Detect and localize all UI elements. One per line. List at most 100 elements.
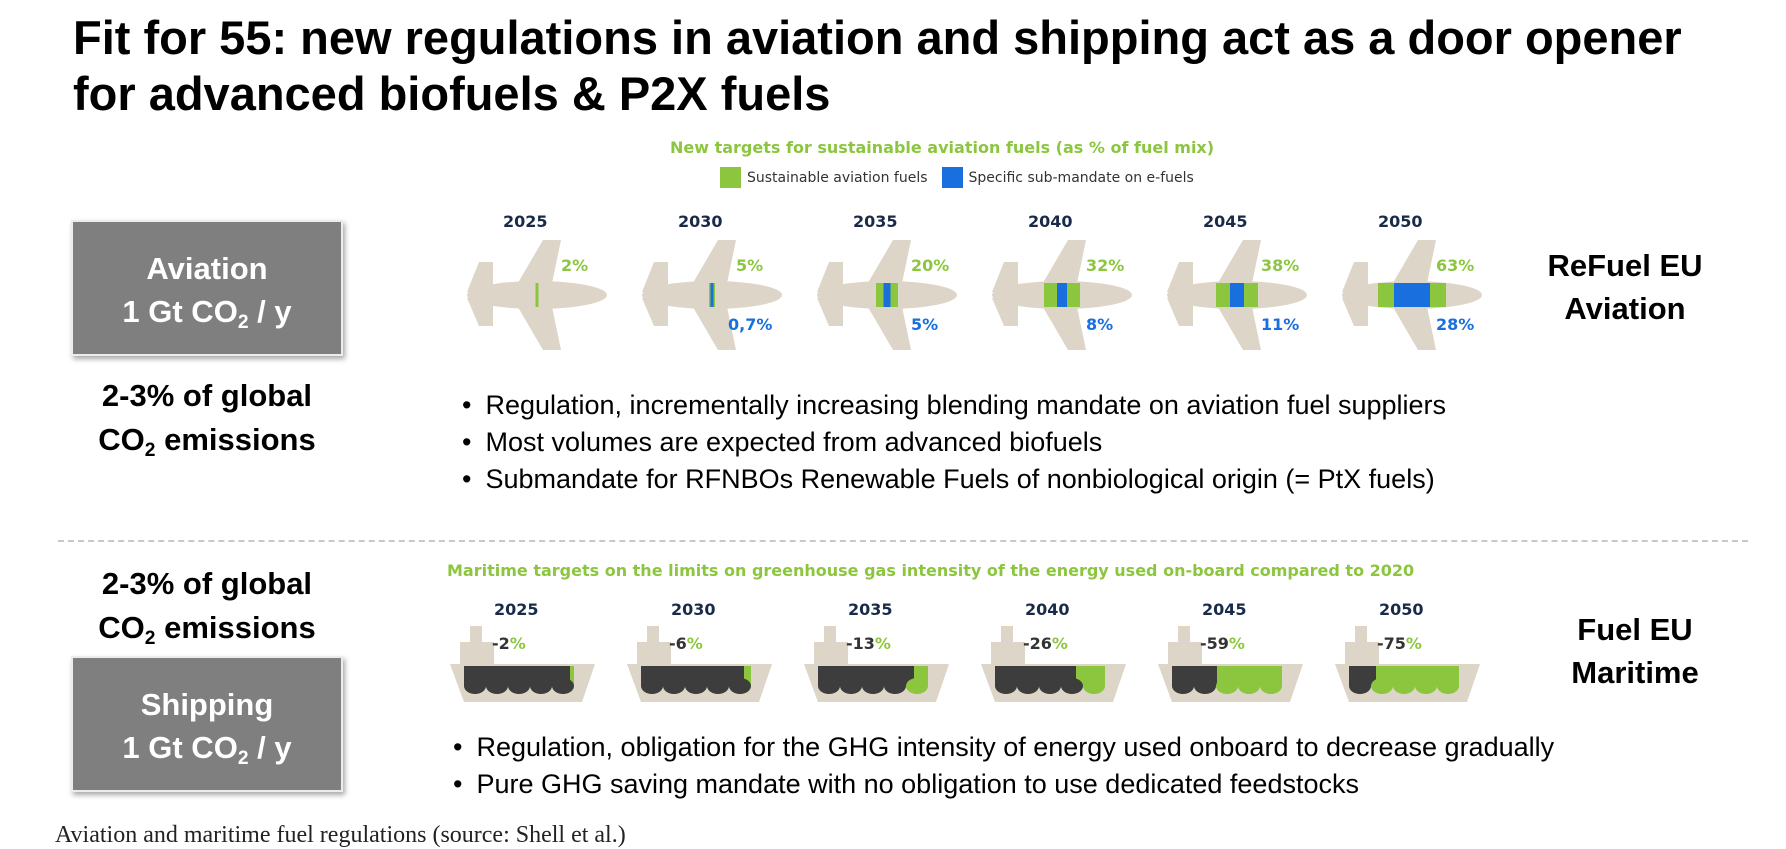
hull-wave — [530, 678, 552, 694]
airplane-icon — [642, 240, 782, 350]
section-divider — [58, 540, 1748, 542]
efuel-percent: 5% — [911, 315, 939, 334]
saf-percent: 5% — [736, 256, 764, 275]
maritime-target-2040: 2040 -26% — [981, 596, 1141, 708]
aviation-share-stat: 2-3% of global CO2 emissions — [57, 374, 357, 462]
reduction-percent: -59% — [1200, 634, 1245, 653]
legend-green-label: Sustainable aviation fuels — [747, 169, 928, 186]
maritime-chart-title: Maritime targets on the limits on greenh… — [447, 561, 1415, 580]
year-label: 2030 — [678, 212, 723, 231]
shipping-box-label: Shipping — [140, 687, 274, 722]
hull-wave — [729, 678, 751, 694]
airplane-icon — [1342, 240, 1482, 350]
year-label: 2050 — [1379, 600, 1424, 619]
ship-icon — [804, 626, 949, 702]
hull-wave — [1017, 678, 1039, 694]
hull-wave — [641, 678, 663, 694]
maritime-target-2025: 2025 -2% — [450, 596, 610, 708]
hull-wave — [1260, 678, 1282, 694]
legend-blue-swatch — [941, 167, 963, 188]
year-label: 2030 — [671, 600, 716, 619]
hull-wave — [552, 678, 574, 694]
hull-wave — [464, 678, 486, 694]
hull-wave — [1039, 678, 1061, 694]
airplane-icon — [467, 240, 607, 350]
hull-wave — [1216, 678, 1238, 694]
year-label: 2025 — [494, 600, 539, 619]
year-label: 2035 — [853, 212, 898, 231]
year-label: 2045 — [1202, 600, 1247, 619]
aviation-target-2040: 2040 32% 8% — [990, 210, 1160, 355]
hull-wave — [818, 678, 840, 694]
efuel-percent: 11% — [1261, 315, 1300, 334]
aviation-target-2050: 2050 63% 28% — [1340, 210, 1510, 355]
aviation-target-2045: 2045 38% 11% — [1165, 210, 1335, 355]
hull-wave — [1194, 678, 1216, 694]
aviation-share-line1: 2-3% of global — [101, 378, 313, 413]
list-item: Pure GHG saving mandate with no obligati… — [453, 766, 1554, 803]
hull-wave — [840, 678, 862, 694]
ship-icon — [1335, 626, 1480, 702]
hull-wave — [1238, 678, 1260, 694]
reduction-bar — [744, 666, 751, 686]
figure-caption: Aviation and maritime fuel regulations (… — [55, 822, 626, 848]
shipping-share-line2: CO2 emissions — [98, 610, 316, 649]
ship-icon — [981, 626, 1126, 702]
aviation-box-emissions: 1 Gt CO2 / y — [122, 294, 292, 333]
list-item: Most volumes are expected from advanced … — [462, 424, 1446, 461]
shipping-bullets: Regulation, obligation for the GHG inten… — [453, 729, 1554, 803]
fueleu-label-line2: Maritime — [1571, 655, 1699, 690]
shipping-share-stat: 2-3% of global CO2 emissions — [57, 562, 357, 650]
reduction-percent: -13% — [846, 634, 891, 653]
maritime-target-2050: 2050 -75% — [1335, 596, 1495, 708]
reduction-percent: -26% — [1023, 634, 1068, 653]
airplane-icon — [1167, 240, 1307, 350]
list-item: Regulation, incrementally increasing ble… — [462, 387, 1446, 424]
aviation-target-2035: 2035 20% 5% — [815, 210, 985, 355]
saf-percent: 2% — [561, 256, 589, 275]
year-label: 2035 — [848, 600, 893, 619]
efuel-percent: 28% — [1436, 315, 1475, 334]
hull-wave — [884, 678, 906, 694]
saf-bar — [535, 283, 539, 307]
refuel-eu-aviation-label: ReFuel EU Aviation — [1520, 244, 1730, 330]
efuel-bar — [1057, 283, 1067, 307]
efuel-bar — [1230, 283, 1244, 307]
year-label: 2050 — [1378, 212, 1423, 231]
reduction-percent: -75% — [1377, 634, 1422, 653]
aviation-share-line2: CO2 emissions — [98, 422, 316, 461]
fuel-eu-maritime-label: Fuel EU Maritime — [1535, 608, 1735, 694]
year-label: 2040 — [1028, 212, 1073, 231]
ship-icon — [450, 626, 595, 702]
hull-wave — [1371, 678, 1393, 694]
ship-icon — [1158, 626, 1303, 702]
hull-wave — [1061, 678, 1083, 694]
efuel-bar — [883, 283, 891, 307]
reduction-bar — [570, 666, 574, 686]
aviation-legend: Sustainable aviation fuels Specific sub-… — [720, 167, 1194, 188]
aviation-box-label: Aviation — [146, 251, 268, 286]
hull-wave — [663, 678, 685, 694]
page-title: Fit for 55: new regulations in aviation … — [73, 11, 1682, 120]
year-label: 2045 — [1203, 212, 1248, 231]
shipping-box: Shipping 1 Gt CO2 / y — [71, 656, 343, 792]
maritime-target-2035: 2035 -13% — [804, 596, 964, 708]
aviation-box: Aviation 1 Gt CO2 / y — [71, 220, 343, 356]
hull-wave — [862, 678, 884, 694]
year-label: 2040 — [1025, 600, 1070, 619]
reduction-percent: -2% — [492, 634, 526, 653]
hull-wave — [707, 678, 729, 694]
list-item: Submandate for RFNBOs Renewable Fuels of… — [462, 461, 1446, 498]
saf-percent: 38% — [1261, 256, 1300, 275]
hull-wave — [1349, 678, 1371, 694]
hull-wave — [486, 678, 508, 694]
airplane-icon — [817, 240, 957, 350]
maritime-target-2030: 2030 -6% — [627, 596, 787, 708]
refuel-label-line2: Aviation — [1564, 291, 1686, 326]
ship-icon — [627, 626, 772, 702]
year-label: 2025 — [503, 212, 548, 231]
efuel-bar — [710, 283, 714, 307]
hull-wave — [508, 678, 530, 694]
saf-percent: 63% — [1436, 256, 1475, 275]
efuel-percent: 0,7% — [728, 315, 773, 334]
